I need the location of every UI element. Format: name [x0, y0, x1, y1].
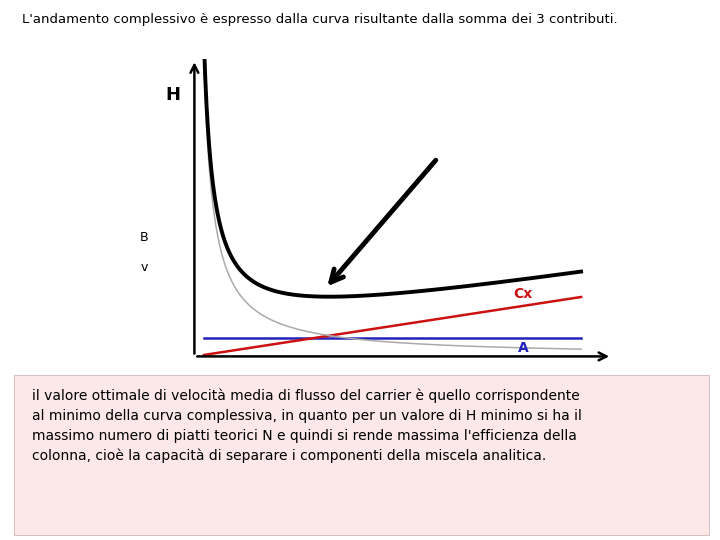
Text: v: v — [140, 261, 148, 274]
FancyBboxPatch shape — [14, 375, 709, 535]
Text: Velocità di flusso: Velocità di flusso — [321, 377, 454, 392]
Text: H: H — [166, 86, 181, 104]
Text: il valore ottimale di velocità media di flusso del carrier è quello corrisponden: il valore ottimale di velocità media di … — [32, 388, 582, 463]
Text: Cx: Cx — [513, 287, 533, 301]
Text: A: A — [518, 341, 528, 355]
Text: L'andamento complessivo è espresso dalla curva risultante dalla somma dei 3 cont: L'andamento complessivo è espresso dalla… — [22, 14, 617, 26]
Text: B: B — [140, 231, 148, 244]
